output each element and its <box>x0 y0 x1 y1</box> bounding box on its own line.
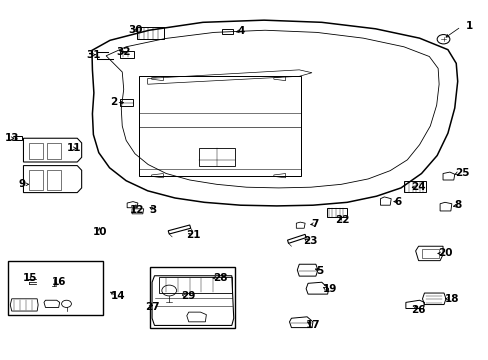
Text: 15: 15 <box>22 273 37 283</box>
Bar <box>326 208 346 217</box>
Bar <box>15 136 21 140</box>
Bar <box>8 261 102 315</box>
Text: 4: 4 <box>237 26 244 36</box>
Text: 22: 22 <box>335 215 349 225</box>
Bar <box>222 29 232 34</box>
Text: 17: 17 <box>305 320 320 330</box>
Text: 11: 11 <box>66 143 81 153</box>
Text: 24: 24 <box>410 182 425 192</box>
Text: 18: 18 <box>444 294 459 304</box>
Text: 32: 32 <box>116 47 131 57</box>
Bar <box>403 181 426 192</box>
Bar <box>120 51 134 58</box>
Text: 29: 29 <box>181 291 195 301</box>
Text: 7: 7 <box>310 219 318 229</box>
Text: 16: 16 <box>52 276 66 287</box>
Bar <box>149 267 234 328</box>
Text: 19: 19 <box>322 284 336 294</box>
Text: 14: 14 <box>110 291 125 301</box>
Bar <box>421 249 438 258</box>
Text: 9: 9 <box>19 179 26 189</box>
Text: 31: 31 <box>86 50 101 60</box>
Text: 12: 12 <box>130 204 144 215</box>
Bar <box>29 170 43 190</box>
Text: 10: 10 <box>93 227 107 237</box>
Text: 6: 6 <box>393 197 401 207</box>
Text: 21: 21 <box>185 230 200 240</box>
Text: 5: 5 <box>315 266 323 276</box>
Text: 27: 27 <box>144 302 159 312</box>
Bar <box>139 76 300 176</box>
Bar <box>120 99 133 106</box>
Bar <box>137 27 163 39</box>
Text: 3: 3 <box>149 205 157 215</box>
Text: 1: 1 <box>465 21 472 31</box>
Bar <box>47 170 61 190</box>
Bar <box>198 148 234 166</box>
Text: 13: 13 <box>5 133 20 143</box>
Text: 26: 26 <box>410 305 425 315</box>
Text: 20: 20 <box>437 248 452 258</box>
Text: 30: 30 <box>128 24 143 35</box>
Text: 8: 8 <box>454 200 461 210</box>
Text: 2: 2 <box>110 97 118 107</box>
Bar <box>29 143 43 159</box>
Text: 25: 25 <box>454 168 468 178</box>
Text: 28: 28 <box>213 273 227 283</box>
Text: 23: 23 <box>303 236 317 246</box>
Bar <box>47 143 61 159</box>
